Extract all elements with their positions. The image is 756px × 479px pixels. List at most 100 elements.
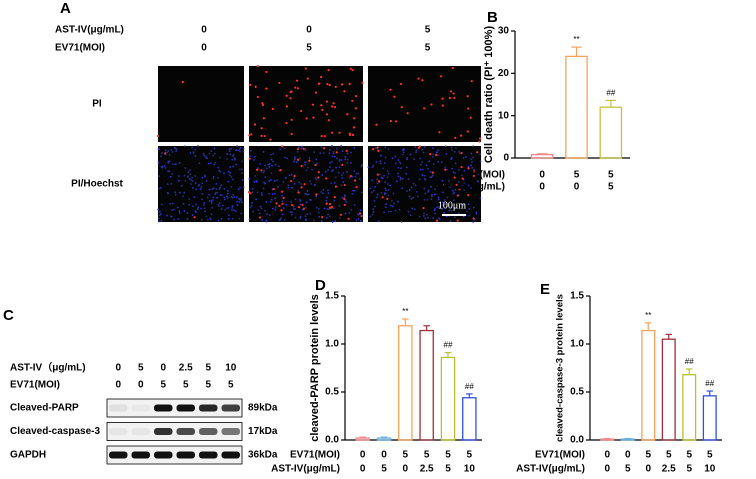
pi-cell xyxy=(319,75,323,79)
nucleus xyxy=(436,206,439,209)
pi-cell xyxy=(338,131,341,134)
row-label: AST-IV（μg/mL) xyxy=(10,361,86,374)
nucleus xyxy=(380,191,383,194)
nucleus xyxy=(429,170,432,173)
pi-cell xyxy=(335,151,338,154)
nucleus xyxy=(326,208,329,210)
nucleus xyxy=(470,158,472,161)
nucleus xyxy=(425,213,428,216)
nucleus xyxy=(291,187,294,189)
pi-cell xyxy=(460,151,463,155)
bar xyxy=(599,106,623,159)
nucleus xyxy=(277,185,279,188)
row-value: 0 xyxy=(160,363,166,374)
pi-cell xyxy=(460,165,463,169)
nucleus xyxy=(178,179,180,182)
nucleus xyxy=(379,154,382,157)
nucleus xyxy=(169,175,172,178)
nucleus xyxy=(200,218,203,221)
pi-cell xyxy=(469,116,472,119)
nucleus xyxy=(387,183,389,185)
pi-cell xyxy=(334,85,337,89)
pi-cell xyxy=(285,94,288,97)
nucleus xyxy=(319,152,322,155)
pi-cell xyxy=(290,118,293,121)
nucleus xyxy=(467,184,470,187)
nucleus xyxy=(228,148,231,151)
pi-cell xyxy=(258,216,262,219)
nucleus xyxy=(431,174,434,177)
nucleus xyxy=(317,208,320,210)
pi-cell xyxy=(343,197,346,200)
nucleus xyxy=(218,188,221,191)
nucleus xyxy=(220,217,223,220)
nucleus xyxy=(422,215,425,217)
nucleus xyxy=(294,198,297,201)
nucleus xyxy=(446,196,449,199)
nucleus xyxy=(411,207,414,210)
nucleus xyxy=(299,157,301,160)
nucleus xyxy=(171,209,173,212)
nucleus xyxy=(274,163,277,166)
nucleus xyxy=(376,178,379,180)
pi-cell xyxy=(466,95,469,98)
nucleus xyxy=(172,208,175,211)
nucleus xyxy=(251,202,253,204)
pi-cell xyxy=(422,206,425,210)
panel-label: C xyxy=(3,307,14,324)
nucleus xyxy=(332,152,335,155)
nucleus xyxy=(314,184,316,187)
pi-cell xyxy=(343,203,346,207)
pi-cell xyxy=(302,147,305,150)
nucleus xyxy=(166,151,169,154)
nucleus xyxy=(221,204,224,207)
pi-cell xyxy=(290,132,293,136)
nucleus xyxy=(450,206,453,209)
pi-cell xyxy=(354,107,357,110)
pi-cell xyxy=(400,106,403,109)
nucleus xyxy=(432,163,435,165)
nucleus xyxy=(477,180,479,183)
y-axis-label: cleaved-PARP protein levels xyxy=(309,294,321,442)
nucleus xyxy=(300,183,302,185)
nucleus xyxy=(424,178,427,181)
nucleus xyxy=(377,220,380,223)
nucleus xyxy=(304,192,307,195)
pi-cell xyxy=(459,134,463,137)
x-row-value: 2.5 xyxy=(662,464,676,475)
nucleus xyxy=(239,199,242,201)
nucleus xyxy=(394,155,397,158)
nucleus xyxy=(435,151,438,154)
nucleus xyxy=(170,215,173,218)
nucleus xyxy=(264,209,266,212)
pi-cell xyxy=(265,70,268,74)
nucleus xyxy=(373,199,376,202)
nucleus xyxy=(265,200,268,203)
y-tick-label: 0.5 xyxy=(570,387,584,398)
nucleus xyxy=(309,212,312,215)
nucleus xyxy=(424,217,427,220)
nucleus xyxy=(209,218,212,221)
pi-cell xyxy=(478,140,481,143)
nucleus xyxy=(299,203,302,206)
nucleus xyxy=(269,200,272,203)
nucleus xyxy=(315,158,318,161)
pi-cell xyxy=(300,164,303,168)
nucleus xyxy=(199,188,202,191)
nucleus xyxy=(223,196,226,199)
nucleus xyxy=(348,211,351,214)
nucleus xyxy=(324,170,327,173)
nucleus xyxy=(164,149,167,152)
blot-band xyxy=(131,451,150,459)
nucleus xyxy=(160,213,162,215)
nucleus xyxy=(358,178,361,180)
x-row-value: 0 xyxy=(381,450,387,461)
nucleus xyxy=(342,172,345,174)
pi-cell xyxy=(353,126,356,129)
nucleus xyxy=(376,148,379,151)
nucleus xyxy=(440,161,443,164)
nucleus xyxy=(315,178,318,181)
significance: ## xyxy=(606,89,615,98)
nucleus xyxy=(434,188,436,191)
nucleus xyxy=(235,163,238,166)
